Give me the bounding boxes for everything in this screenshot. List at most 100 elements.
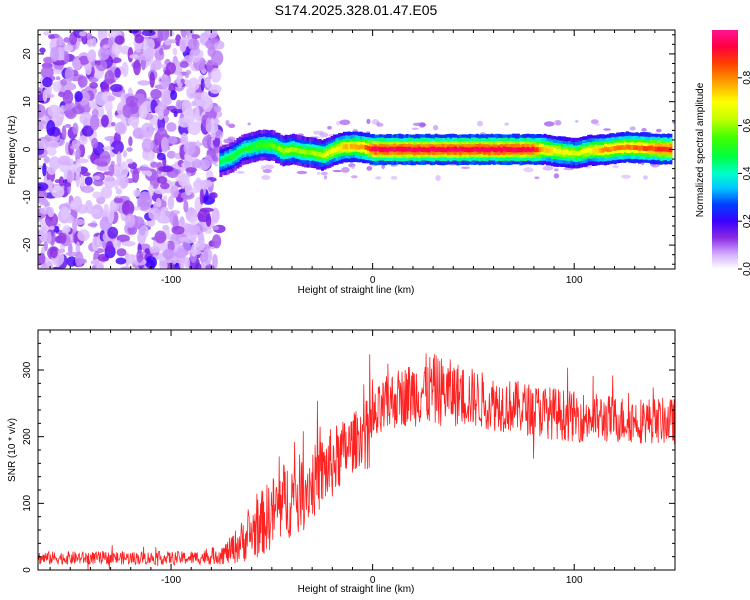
x-tick-label: 100	[566, 275, 583, 286]
ridge-core	[591, 147, 595, 153]
noise-cell	[66, 256, 78, 267]
noise-cell	[211, 234, 222, 249]
noise-cell	[39, 207, 53, 215]
ridge-core	[473, 146, 477, 152]
noise-cell	[91, 265, 97, 269]
noise-cell	[200, 78, 205, 91]
noise-cell	[104, 70, 115, 85]
ridge-core	[333, 147, 337, 153]
ridge-core	[248, 145, 252, 151]
ridge-core	[432, 146, 436, 152]
noise-cell	[262, 169, 272, 173]
noise-cell	[351, 165, 355, 170]
noise-cell	[107, 226, 119, 239]
noise-cell	[190, 243, 198, 257]
spectrogram-x-label: Height of straight line (km)	[298, 285, 415, 296]
noise-cell	[122, 103, 133, 118]
noise-cell	[191, 158, 202, 169]
ridge-core	[471, 147, 474, 152]
ridge-core	[328, 149, 332, 155]
ridge-core	[386, 147, 390, 153]
noise-cell	[47, 231, 52, 244]
noise-cell	[186, 87, 196, 94]
ridge-core	[485, 147, 489, 153]
ridge-core	[553, 148, 557, 153]
noise-cell	[125, 213, 136, 228]
ridge-core	[652, 146, 656, 152]
noise-cell	[316, 172, 321, 175]
noise-cell	[42, 77, 53, 88]
ridge-core	[654, 146, 658, 152]
ridge-core	[594, 148, 598, 153]
noise-cell	[49, 141, 60, 148]
ridge-core	[246, 146, 249, 152]
noise-cell	[93, 179, 104, 187]
noise-cell	[154, 105, 164, 115]
noise-cell	[111, 42, 122, 55]
ridge-core	[495, 147, 499, 153]
noise-cell	[225, 120, 230, 126]
ridge-core	[623, 145, 627, 151]
noise-cell	[92, 175, 101, 180]
ridge-core	[456, 147, 460, 153]
noise-cell	[72, 105, 85, 115]
ridge-core	[650, 145, 653, 151]
noise-cell	[133, 59, 141, 76]
ridge-core	[633, 145, 637, 150]
noise-cell	[172, 47, 178, 56]
noise-cell	[87, 37, 93, 48]
noise-cell	[183, 200, 189, 213]
ridge-core	[642, 146, 646, 151]
noise-cell	[92, 236, 100, 252]
noise-cell	[223, 138, 234, 144]
noise-cell	[156, 152, 166, 161]
noise-cell	[104, 100, 113, 112]
ridge-core	[512, 147, 516, 153]
ridge-core	[601, 147, 605, 153]
noise-cell	[210, 67, 222, 83]
noise-cell	[138, 104, 148, 120]
ridge-core	[536, 147, 540, 152]
ridge-core	[657, 146, 661, 152]
noise-cell	[49, 225, 55, 231]
ridge-core	[500, 147, 503, 153]
ridge-core	[250, 144, 254, 150]
ridge-core	[299, 149, 303, 154]
noise-cell	[205, 214, 212, 227]
noise-cell	[81, 172, 91, 177]
noise-cell	[63, 37, 71, 43]
ridge-core	[662, 146, 666, 152]
noise-cell	[205, 264, 215, 269]
noise-cell	[184, 72, 189, 79]
ridge-core	[454, 146, 458, 152]
noise-cell	[55, 76, 61, 81]
noise-cell	[78, 55, 90, 65]
noise-cell	[103, 203, 109, 213]
noise-cell	[96, 60, 101, 66]
ridge-core	[572, 150, 576, 156]
noise-cell	[140, 122, 155, 138]
noise-cell	[150, 161, 159, 168]
ridge-core	[306, 149, 310, 155]
noise-cell	[113, 197, 123, 204]
noise-cell	[194, 106, 200, 122]
ridge-core	[367, 145, 370, 151]
y-tick-label: -10	[22, 190, 33, 205]
noise-cell	[38, 104, 46, 118]
y-tick-label: 20	[22, 48, 33, 60]
colorbar-ticks: 0.0 0.2 0.4 0.6 0.8	[738, 70, 750, 276]
noise-cell	[52, 81, 62, 92]
ridge-core	[562, 150, 566, 155]
noise-cell	[79, 112, 93, 125]
ridge-core	[434, 147, 438, 153]
ridge-core	[335, 146, 339, 152]
noise-cell	[575, 120, 579, 123]
colorbar-tick-label: 0.2	[742, 214, 750, 228]
ridge-core	[604, 146, 607, 152]
noise-cell	[77, 75, 88, 88]
noise-cell	[170, 90, 178, 101]
ridge-core	[359, 144, 363, 150]
noise-cell	[185, 167, 197, 173]
spectrogram-y-label: Frequency (Hz)	[7, 116, 18, 185]
noise-cell	[341, 167, 350, 173]
